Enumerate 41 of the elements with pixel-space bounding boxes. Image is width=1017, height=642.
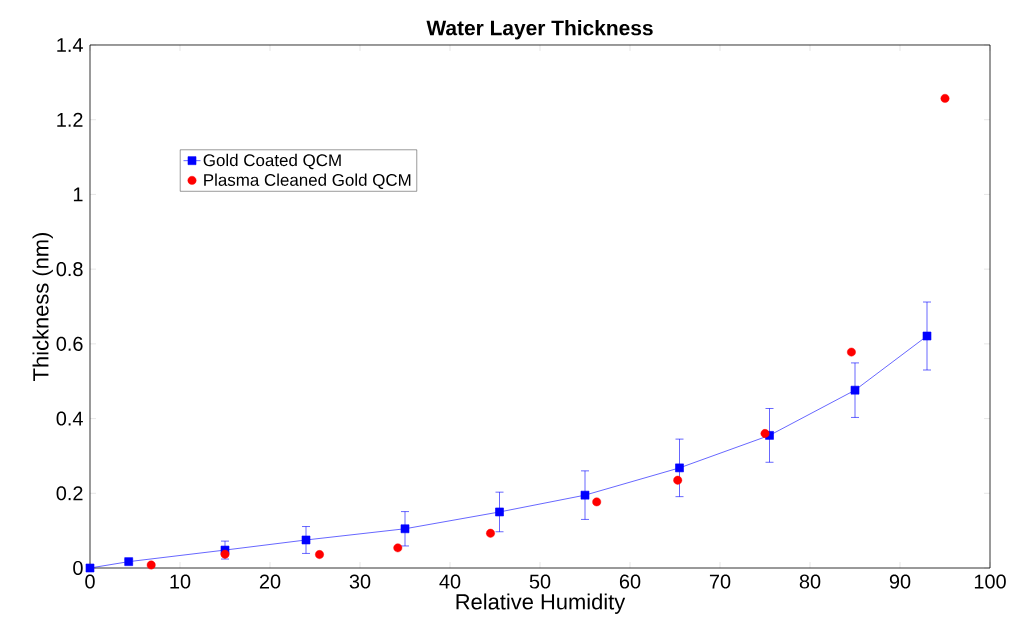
x-tick-label: 80 [799,574,821,589]
x-tick-label: 70 [709,574,731,589]
point [850,385,860,395]
x-tick-label: 40 [439,574,461,589]
point [760,429,770,438]
legend-label: Gold Coated QCM [203,153,341,170]
x-tick-label: 50 [529,574,551,589]
y-tick-label: 0.8 [56,262,83,277]
x-tick-label: 20 [259,574,281,589]
point [675,463,684,473]
y-tick-label: 0.2 [56,486,83,501]
point [301,535,311,545]
point [85,563,95,573]
x-tick-label: 0 [85,574,95,589]
point [580,490,590,500]
y-tick-label: 0.6 [56,336,83,351]
x-tick-label: 100 [974,574,1006,589]
point [495,507,504,517]
point [592,497,602,507]
point [847,347,856,357]
point [393,543,403,553]
point [673,475,683,485]
y-tick-label: 1 [73,187,83,202]
y-tick-label: 0 [73,560,83,576]
point [486,528,495,538]
x-tick-label: 10 [170,574,191,589]
x-axis-title: Relative Humidity [456,593,626,614]
y-tick-label: 0.4 [56,411,83,426]
point [400,524,410,534]
y-tick-label: 1.4 [57,38,83,52]
x-tick-label: 60 [619,574,641,589]
point [146,560,156,570]
point [922,331,932,341]
x-tick-label: 30 [349,574,371,589]
y-tick-label: 1.2 [57,112,83,127]
x-tick-label: 90 [889,574,911,589]
legend-label: Plasma Cleaned Gold QCM [204,173,411,190]
point [315,550,324,559]
y-axis-title: Thickness (nm) [32,232,53,381]
point [940,94,950,103]
chart-title: Water Layer Thickness [426,20,653,40]
